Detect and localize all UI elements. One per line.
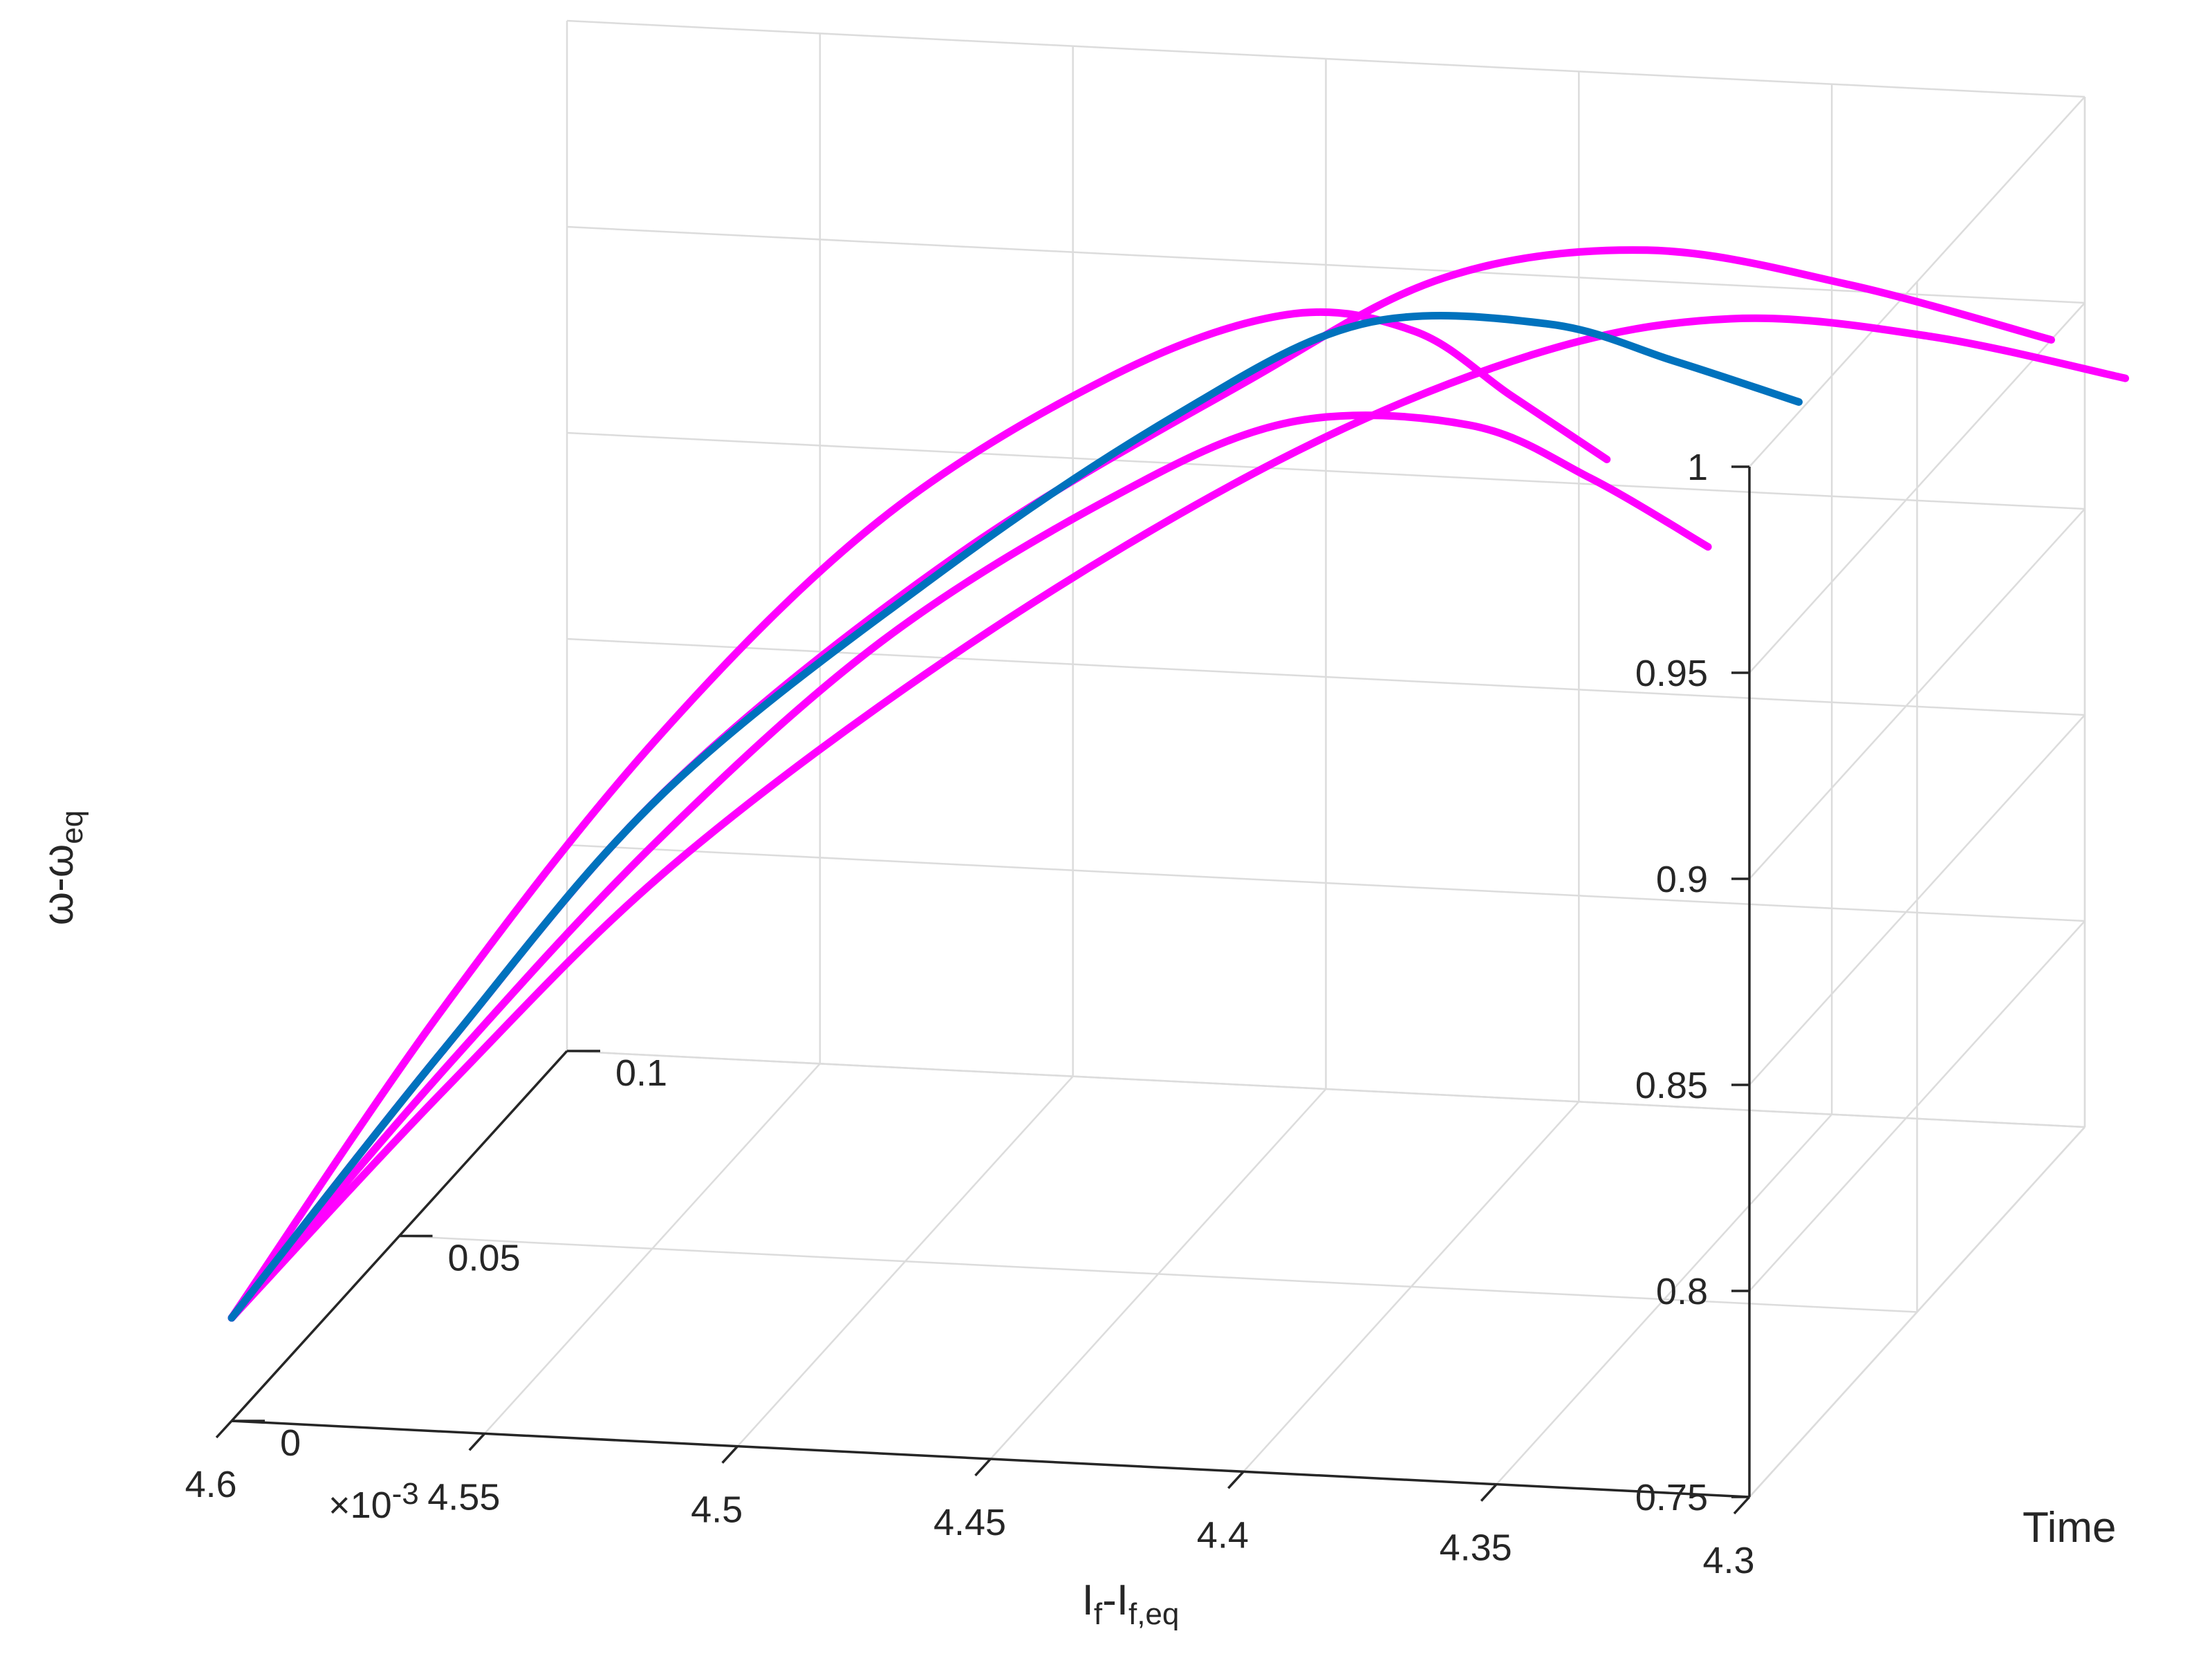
x-axis-title-main: I — [1082, 1576, 1094, 1624]
x-axis-title-sub2: f,eq — [1128, 1597, 1179, 1631]
grid-line-floor-y — [566, 1050, 2085, 1128]
grid-line-back-horizontal — [566, 844, 2085, 922]
series-line-variant — [227, 308, 1611, 1322]
x-axis-exponent-power: -3 — [392, 1477, 419, 1511]
x-tick-label: 4.45 — [933, 1502, 1006, 1543]
y-axis-title: Time — [2023, 1504, 2116, 1552]
grid-line-back-horizontal — [566, 19, 2085, 98]
x-tick-mark — [215, 1420, 233, 1439]
y-tick-label: 0.1 — [615, 1052, 667, 1094]
z-tick-label: 0.9 — [1656, 859, 1708, 900]
data-series — [227, 246, 2130, 1322]
x-tick-label: 4.55 — [427, 1476, 500, 1518]
x-axis-title-mid: -I — [1102, 1576, 1128, 1624]
y-tick-label: 0.05 — [448, 1238, 521, 1279]
x-tick-mark — [974, 1458, 992, 1477]
x-axis-title: If-If,eq — [1082, 1576, 1180, 1631]
z-axis-title-sub: eq — [55, 810, 89, 844]
series-line-variant — [227, 411, 1712, 1322]
grid-line-floor-y — [399, 1235, 1917, 1313]
series-line-primary — [227, 312, 1803, 1322]
x-tick-label: 4.6 — [185, 1464, 236, 1505]
grid-line-left-horizontal — [1749, 920, 2085, 1292]
x-axis-exponent: ×10-3 — [328, 1477, 419, 1526]
x-tick-mark — [1227, 1471, 1245, 1489]
x-tick-mark — [721, 1445, 738, 1464]
series-line-variant — [227, 246, 2055, 1322]
tick-labels: 4.6 4.55 4.5 4.45 4.4 4.35 4.3 0 0.05 0.1 0.75 0.8 0… — [185, 447, 1754, 1581]
grid-line-left-horizontal — [1749, 508, 2085, 880]
z-tick-label: 0.95 — [1635, 653, 1708, 694]
z-axis-title: ω-ωeq — [35, 810, 89, 925]
grid-line-left-horizontal — [1749, 302, 2085, 673]
series-line-variant — [227, 314, 2130, 1322]
x-tick-label: 4.35 — [1440, 1527, 1512, 1569]
grid-line-left-horizontal — [1749, 96, 2085, 467]
x-tick-mark — [1733, 1496, 1751, 1515]
z-axis-title-main: ω-ω — [35, 844, 82, 925]
z-tick-label: 1 — [1687, 447, 1708, 488]
x-tick-label: 4.5 — [691, 1489, 743, 1531]
x-axis-exponent-base: ×10 — [328, 1485, 392, 1526]
axes — [215, 465, 1751, 1515]
grid-line-left-horizontal — [1749, 714, 2085, 1086]
z-tick-label: 0.75 — [1635, 1477, 1708, 1518]
x-tick-label: 4.3 — [1702, 1540, 1754, 1581]
grid-line-back-horizontal — [566, 225, 2085, 304]
grid-line-back-horizontal — [566, 638, 2085, 716]
z-tick-label: 0.85 — [1635, 1065, 1708, 1106]
x-tick-mark — [468, 1433, 486, 1451]
z-tick-label: 0.8 — [1656, 1271, 1708, 1312]
x-tick-label: 4.4 — [1197, 1514, 1249, 1556]
grid-line-back-horizontal — [566, 431, 2085, 510]
y-tick-label: 0 — [280, 1422, 301, 1464]
x-axis-title-sub: f — [1094, 1597, 1103, 1631]
x-tick-mark — [1480, 1483, 1498, 1502]
